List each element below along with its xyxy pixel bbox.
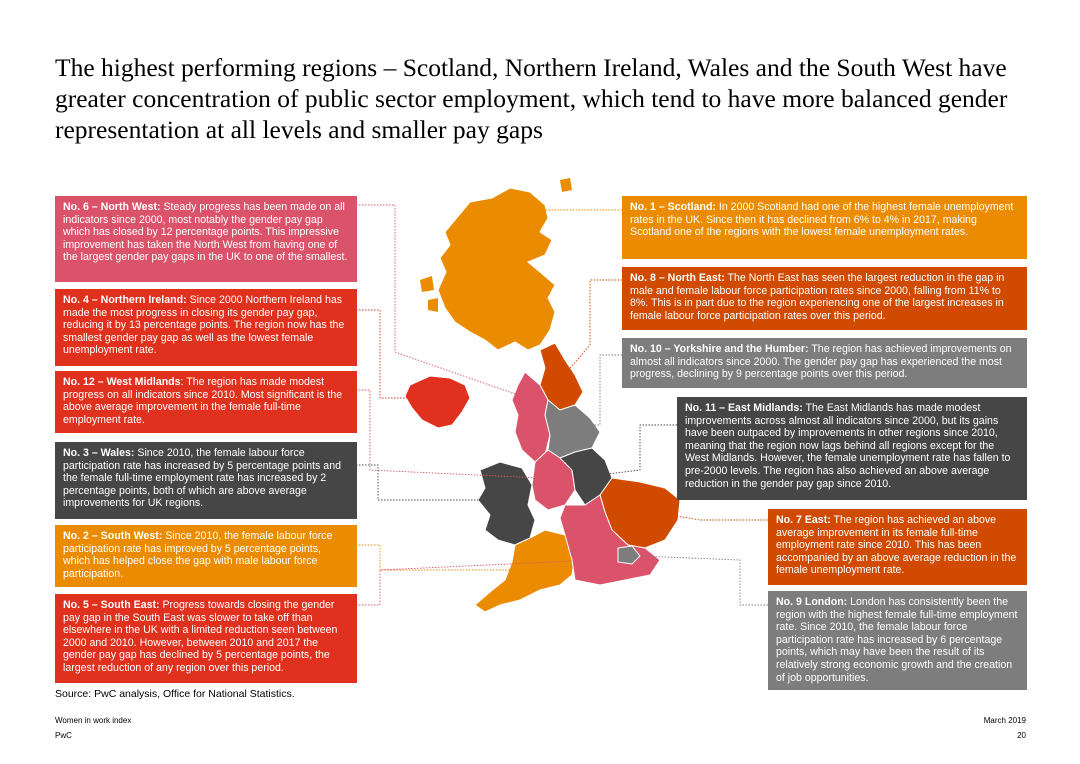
south-east-body: Progress towards closing the gender pay …: [63, 599, 338, 674]
region-scotland: [437, 187, 556, 351]
box-south-west: No. 2 – South West: Since 2010, the fema…: [55, 525, 357, 587]
region-scotland-islands: [420, 178, 572, 312]
region-south-west: [474, 529, 576, 613]
south-east-heading: No. 5 – South East:: [63, 599, 160, 611]
northern-ireland-body: Since 2000 Northern Ireland has made the…: [63, 294, 345, 357]
footer-date: March 2019: [983, 716, 1026, 725]
yorkshire-body: The region has achieved improvements on …: [630, 343, 1012, 381]
footer-page-number: 20: [1017, 731, 1026, 740]
scotland-body: In 2000 Scotland had one of the highest …: [630, 201, 1014, 239]
source-note: Source: PwC analysis, Office for Nationa…: [55, 688, 295, 700]
yorkshire-heading: No. 10 – Yorkshire and the Humber:: [630, 343, 809, 355]
box-wales: No. 3 – Wales: Since 2010, the female la…: [55, 442, 357, 519]
region-wales: [477, 461, 536, 546]
box-east-midlands: No. 11 – East Midlands: The East Midland…: [677, 397, 1027, 500]
north-west-heading: No. 6 – North West:: [63, 201, 161, 213]
wales-heading: No. 3 – Wales:: [63, 447, 135, 459]
region-west-midlands: [531, 449, 576, 511]
box-north-east: No. 8 – North East: The North East has s…: [622, 267, 1027, 330]
region-south-east: [559, 494, 661, 586]
west-midlands-heading: No. 12 – West Midlands: [63, 376, 181, 388]
east-body: The region has achieved an above average…: [776, 514, 1017, 577]
page-title: The highest performing regions – Scotlan…: [55, 53, 1008, 144]
footer-brand: PwC: [55, 731, 72, 740]
east-midlands-body: The East Midlands has made modest improv…: [685, 402, 1011, 490]
east-heading: No. 7 East:: [776, 514, 831, 526]
north-west-body: Steady progress has been made on all ind…: [63, 201, 348, 264]
box-south-east: No. 5 – South East: Progress towards clo…: [55, 594, 357, 683]
east-midlands-heading: No. 11 – East Midlands:: [685, 402, 803, 414]
box-scotland: No. 1 – Scotland: In 2000 Scotland had o…: [622, 196, 1027, 259]
box-london: No. 9 London: London has consistently be…: [768, 591, 1027, 690]
west-midlands-body: : The region has made modest progress on…: [63, 376, 343, 426]
south-west-heading: No. 2 – South West:: [63, 530, 163, 542]
london-body: London has consistently been the region …: [776, 596, 1018, 684]
north-east-heading: No. 8 – North East:: [630, 272, 725, 284]
box-yorkshire: No. 10 – Yorkshire and the Humber: The r…: [622, 338, 1027, 388]
london-heading: No. 9 London:: [776, 596, 848, 608]
box-north-west: No. 6 – North West: Steady progress has …: [55, 196, 357, 282]
region-london: [617, 545, 641, 565]
footer-publication: Women in work index: [55, 716, 132, 725]
scotland-heading: No. 1 – Scotland:: [630, 201, 716, 213]
box-east: No. 7 East: The region has achieved an a…: [768, 509, 1027, 585]
north-east-body: The North East has seen the largest redu…: [630, 272, 1005, 322]
box-northern-ireland: No. 4 – Northern Ireland: Since 2000 Nor…: [55, 289, 357, 366]
box-west-midlands: No. 12 – West Midlands: The region has m…: [55, 371, 357, 433]
south-west-body: Since 2010, the female labour force part…: [63, 530, 333, 580]
region-northern-ireland: [404, 375, 471, 429]
wales-body: Since 2010, the female labour force part…: [63, 447, 341, 510]
northern-ireland-heading: No. 4 – Northern Ireland:: [63, 294, 187, 306]
